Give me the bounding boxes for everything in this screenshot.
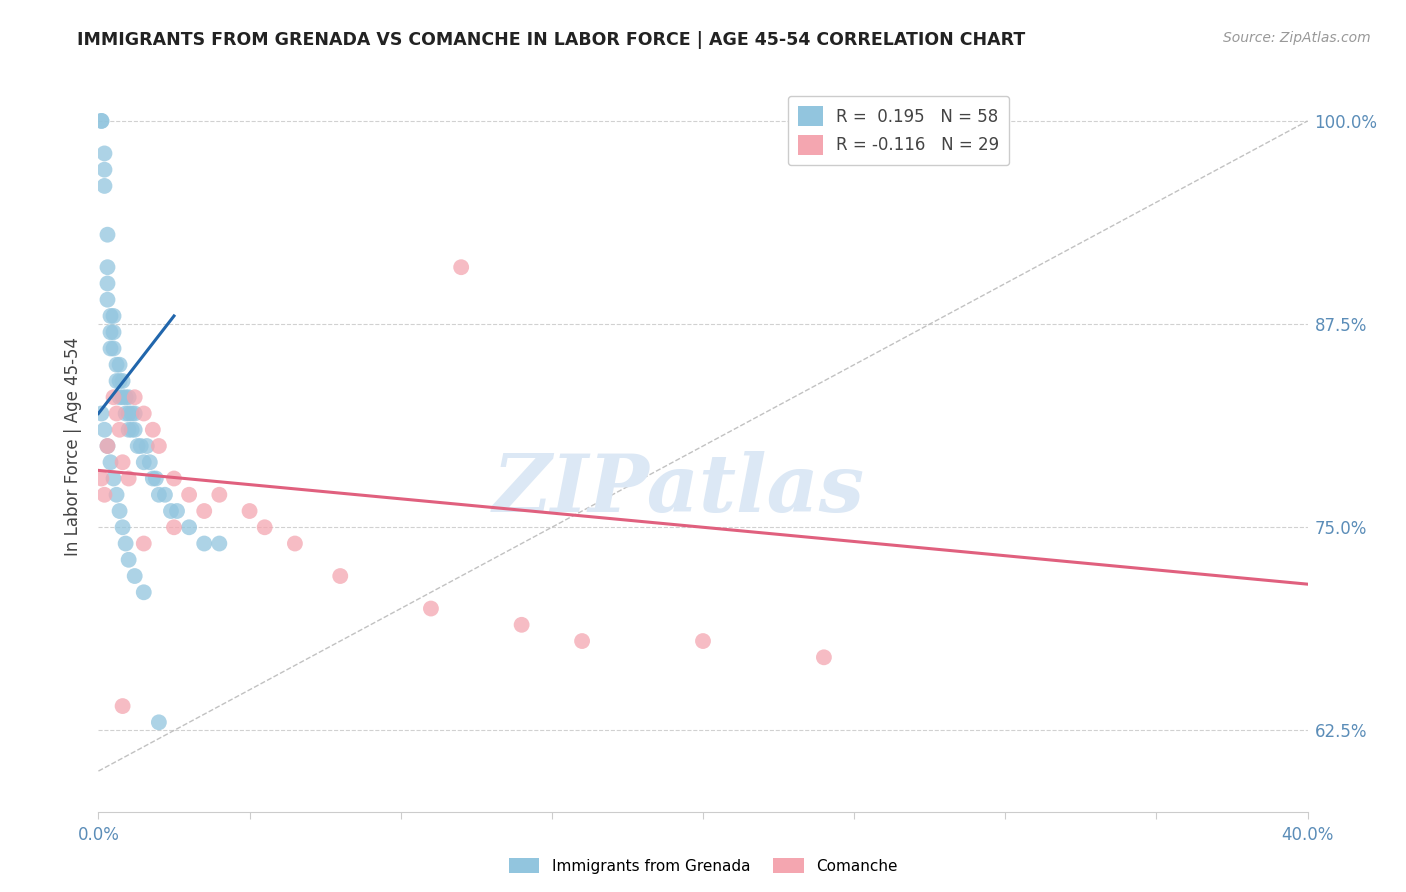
- Point: [124, 407, 146, 421]
- Point: [166, 504, 188, 518]
- Point: [142, 471, 165, 485]
- Point: [93, 488, 115, 502]
- Point: [127, 439, 149, 453]
- Point: [193, 504, 215, 518]
- Point: [105, 407, 128, 421]
- Point: [96, 260, 118, 275]
- Legend: Immigrants from Grenada, Comanche: Immigrants from Grenada, Comanche: [503, 852, 903, 880]
- Point: [103, 390, 125, 404]
- Point: [179, 488, 201, 502]
- Point: [118, 407, 141, 421]
- Y-axis label: In Labor Force | Age 45-54: In Labor Force | Age 45-54: [63, 336, 82, 556]
- Point: [96, 439, 118, 453]
- Point: [96, 277, 118, 291]
- Point: [145, 471, 167, 485]
- Text: IMMIGRANTS FROM GRENADA VS COMANCHE IN LABOR FORCE | AGE 45-54 CORRELATION CHART: IMMIGRANTS FROM GRENADA VS COMANCHE IN L…: [77, 31, 1025, 49]
- Point: [124, 423, 146, 437]
- Point: [329, 569, 352, 583]
- Point: [160, 504, 183, 518]
- Point: [284, 536, 307, 550]
- Point: [105, 374, 128, 388]
- Point: [90, 114, 112, 128]
- Point: [100, 455, 122, 469]
- Text: ZIPatlas: ZIPatlas: [492, 451, 865, 529]
- Point: [118, 423, 141, 437]
- Point: [114, 390, 136, 404]
- Point: [148, 439, 170, 453]
- Point: [111, 699, 134, 714]
- Point: [121, 423, 143, 437]
- Point: [193, 536, 215, 550]
- Point: [208, 488, 231, 502]
- Point: [100, 325, 122, 339]
- Point: [813, 650, 835, 665]
- Point: [450, 260, 472, 275]
- Point: [108, 374, 131, 388]
- Point: [103, 342, 125, 356]
- Point: [148, 488, 170, 502]
- Point: [124, 569, 146, 583]
- Point: [179, 520, 201, 534]
- Point: [139, 455, 162, 469]
- Point: [108, 390, 131, 404]
- Point: [148, 715, 170, 730]
- Point: [692, 634, 714, 648]
- Point: [208, 536, 231, 550]
- Point: [510, 617, 533, 632]
- Point: [132, 455, 155, 469]
- Point: [108, 423, 131, 437]
- Point: [239, 504, 262, 518]
- Point: [132, 407, 155, 421]
- Point: [118, 553, 141, 567]
- Point: [111, 520, 134, 534]
- Point: [90, 114, 112, 128]
- Point: [135, 439, 157, 453]
- Point: [111, 455, 134, 469]
- Point: [90, 407, 112, 421]
- Point: [100, 342, 122, 356]
- Point: [118, 471, 141, 485]
- Point: [93, 178, 115, 193]
- Point: [420, 601, 443, 615]
- Point: [105, 488, 128, 502]
- Point: [103, 471, 125, 485]
- Point: [96, 227, 118, 242]
- Point: [103, 309, 125, 323]
- Legend: R =  0.195   N = 58, R = -0.116   N = 29: R = 0.195 N = 58, R = -0.116 N = 29: [787, 96, 1010, 165]
- Point: [100, 309, 122, 323]
- Point: [163, 520, 186, 534]
- Text: Source: ZipAtlas.com: Source: ZipAtlas.com: [1223, 31, 1371, 45]
- Point: [132, 585, 155, 599]
- Point: [103, 325, 125, 339]
- Point: [118, 390, 141, 404]
- Point: [129, 439, 152, 453]
- Point: [121, 407, 143, 421]
- Point: [105, 358, 128, 372]
- Point: [114, 536, 136, 550]
- Point: [93, 146, 115, 161]
- Point: [93, 423, 115, 437]
- Point: [153, 488, 176, 502]
- Point: [111, 390, 134, 404]
- Point: [93, 162, 115, 177]
- Point: [96, 439, 118, 453]
- Point: [90, 471, 112, 485]
- Point: [132, 536, 155, 550]
- Point: [571, 634, 593, 648]
- Point: [253, 520, 276, 534]
- Point: [108, 358, 131, 372]
- Point: [108, 504, 131, 518]
- Point: [96, 293, 118, 307]
- Point: [111, 374, 134, 388]
- Point: [142, 423, 165, 437]
- Point: [124, 390, 146, 404]
- Point: [114, 407, 136, 421]
- Point: [163, 471, 186, 485]
